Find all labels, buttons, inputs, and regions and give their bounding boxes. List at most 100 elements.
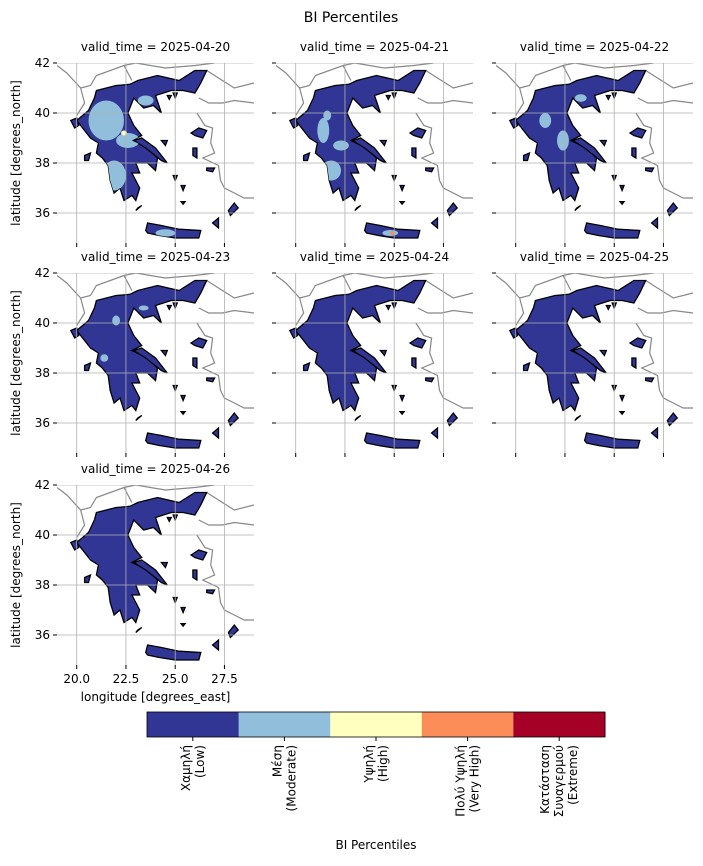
island <box>302 151 311 162</box>
island <box>379 349 388 357</box>
island <box>385 304 392 311</box>
island <box>645 167 655 173</box>
island <box>628 127 647 139</box>
island <box>666 411 679 427</box>
border <box>635 112 693 199</box>
island <box>619 394 625 403</box>
border <box>123 273 215 279</box>
island <box>408 127 427 139</box>
island <box>618 201 626 206</box>
island <box>206 589 216 595</box>
island <box>398 411 406 416</box>
island <box>180 394 187 403</box>
border <box>198 519 254 526</box>
island <box>302 361 311 372</box>
island <box>631 357 637 370</box>
island <box>574 414 582 421</box>
island <box>619 184 625 193</box>
island <box>206 167 216 173</box>
y-tick-label: 40 <box>35 316 50 330</box>
colorbar-label-line: (Very High) <box>468 745 482 812</box>
border <box>57 275 86 326</box>
island <box>650 426 659 440</box>
island <box>411 357 417 370</box>
border <box>637 307 693 314</box>
border <box>123 485 215 491</box>
border <box>635 322 693 409</box>
border <box>519 64 572 89</box>
island <box>605 304 612 311</box>
panel-title: valid_time = 2025-04-24 <box>300 250 449 264</box>
colorbar-label: Χαμηλή(Low) <box>179 745 207 791</box>
colorbar-label-line: (Extreme) <box>566 745 580 805</box>
map <box>57 485 254 665</box>
island <box>618 411 626 416</box>
border <box>562 63 654 69</box>
land <box>294 279 427 412</box>
island <box>166 304 173 311</box>
border <box>198 307 254 314</box>
border <box>425 69 473 89</box>
border <box>342 273 434 279</box>
colorbar-label-line: Πολύ Υψηλή <box>454 745 468 817</box>
border <box>299 64 352 89</box>
x-tick-label: 20.0 <box>63 672 90 686</box>
island <box>179 201 187 206</box>
land <box>75 279 208 412</box>
island <box>192 147 198 160</box>
island <box>411 147 417 160</box>
map <box>276 273 473 453</box>
island <box>180 184 187 193</box>
island <box>69 539 80 551</box>
map <box>57 63 254 243</box>
island <box>211 426 220 440</box>
colorbar-label: Μέση(Moderate) <box>270 745 298 811</box>
category-patch <box>317 118 330 143</box>
island <box>189 127 208 139</box>
border <box>80 64 133 89</box>
island <box>666 201 679 217</box>
island <box>583 432 641 449</box>
panel-title: valid_time = 2025-04-26 <box>81 462 230 476</box>
island <box>628 337 647 349</box>
colorbar-label: Υψηλή(High) <box>362 745 390 784</box>
chart-title: BI Percentiles <box>304 10 399 26</box>
panel-title: valid_time = 2025-04-25 <box>520 250 669 264</box>
y-axis-title: latitude [degrees_north] <box>9 80 23 226</box>
panel-title: valid_time = 2025-04-23 <box>81 250 230 264</box>
island <box>227 623 240 639</box>
land <box>514 279 647 412</box>
land <box>514 69 647 202</box>
border <box>299 274 352 299</box>
x-axis-title: longitude [degrees_east] <box>81 690 231 704</box>
border <box>206 491 254 511</box>
map <box>276 63 473 243</box>
category-patch <box>321 160 342 181</box>
category-patch <box>138 305 149 311</box>
island <box>160 139 169 147</box>
island <box>522 151 531 162</box>
category-patch <box>389 231 395 235</box>
border <box>57 65 86 116</box>
island <box>179 411 187 416</box>
category-patch <box>539 113 552 128</box>
island <box>83 361 92 372</box>
island <box>135 626 143 633</box>
island <box>211 638 220 652</box>
island <box>288 327 299 339</box>
colorbar-label-line: Υψηλή <box>362 745 376 784</box>
island <box>166 94 173 101</box>
island <box>508 117 519 129</box>
colorbar-label-line: (Low) <box>193 745 207 778</box>
border <box>425 279 473 299</box>
border <box>123 63 215 69</box>
border <box>417 97 473 104</box>
island <box>446 201 459 217</box>
island <box>83 573 92 584</box>
island <box>179 623 187 628</box>
y-axis-title: latitude [degrees_north] <box>9 290 23 436</box>
colorbar-title: BI Percentiles <box>335 838 416 852</box>
colorbar-segment <box>147 712 240 737</box>
island <box>399 394 406 403</box>
